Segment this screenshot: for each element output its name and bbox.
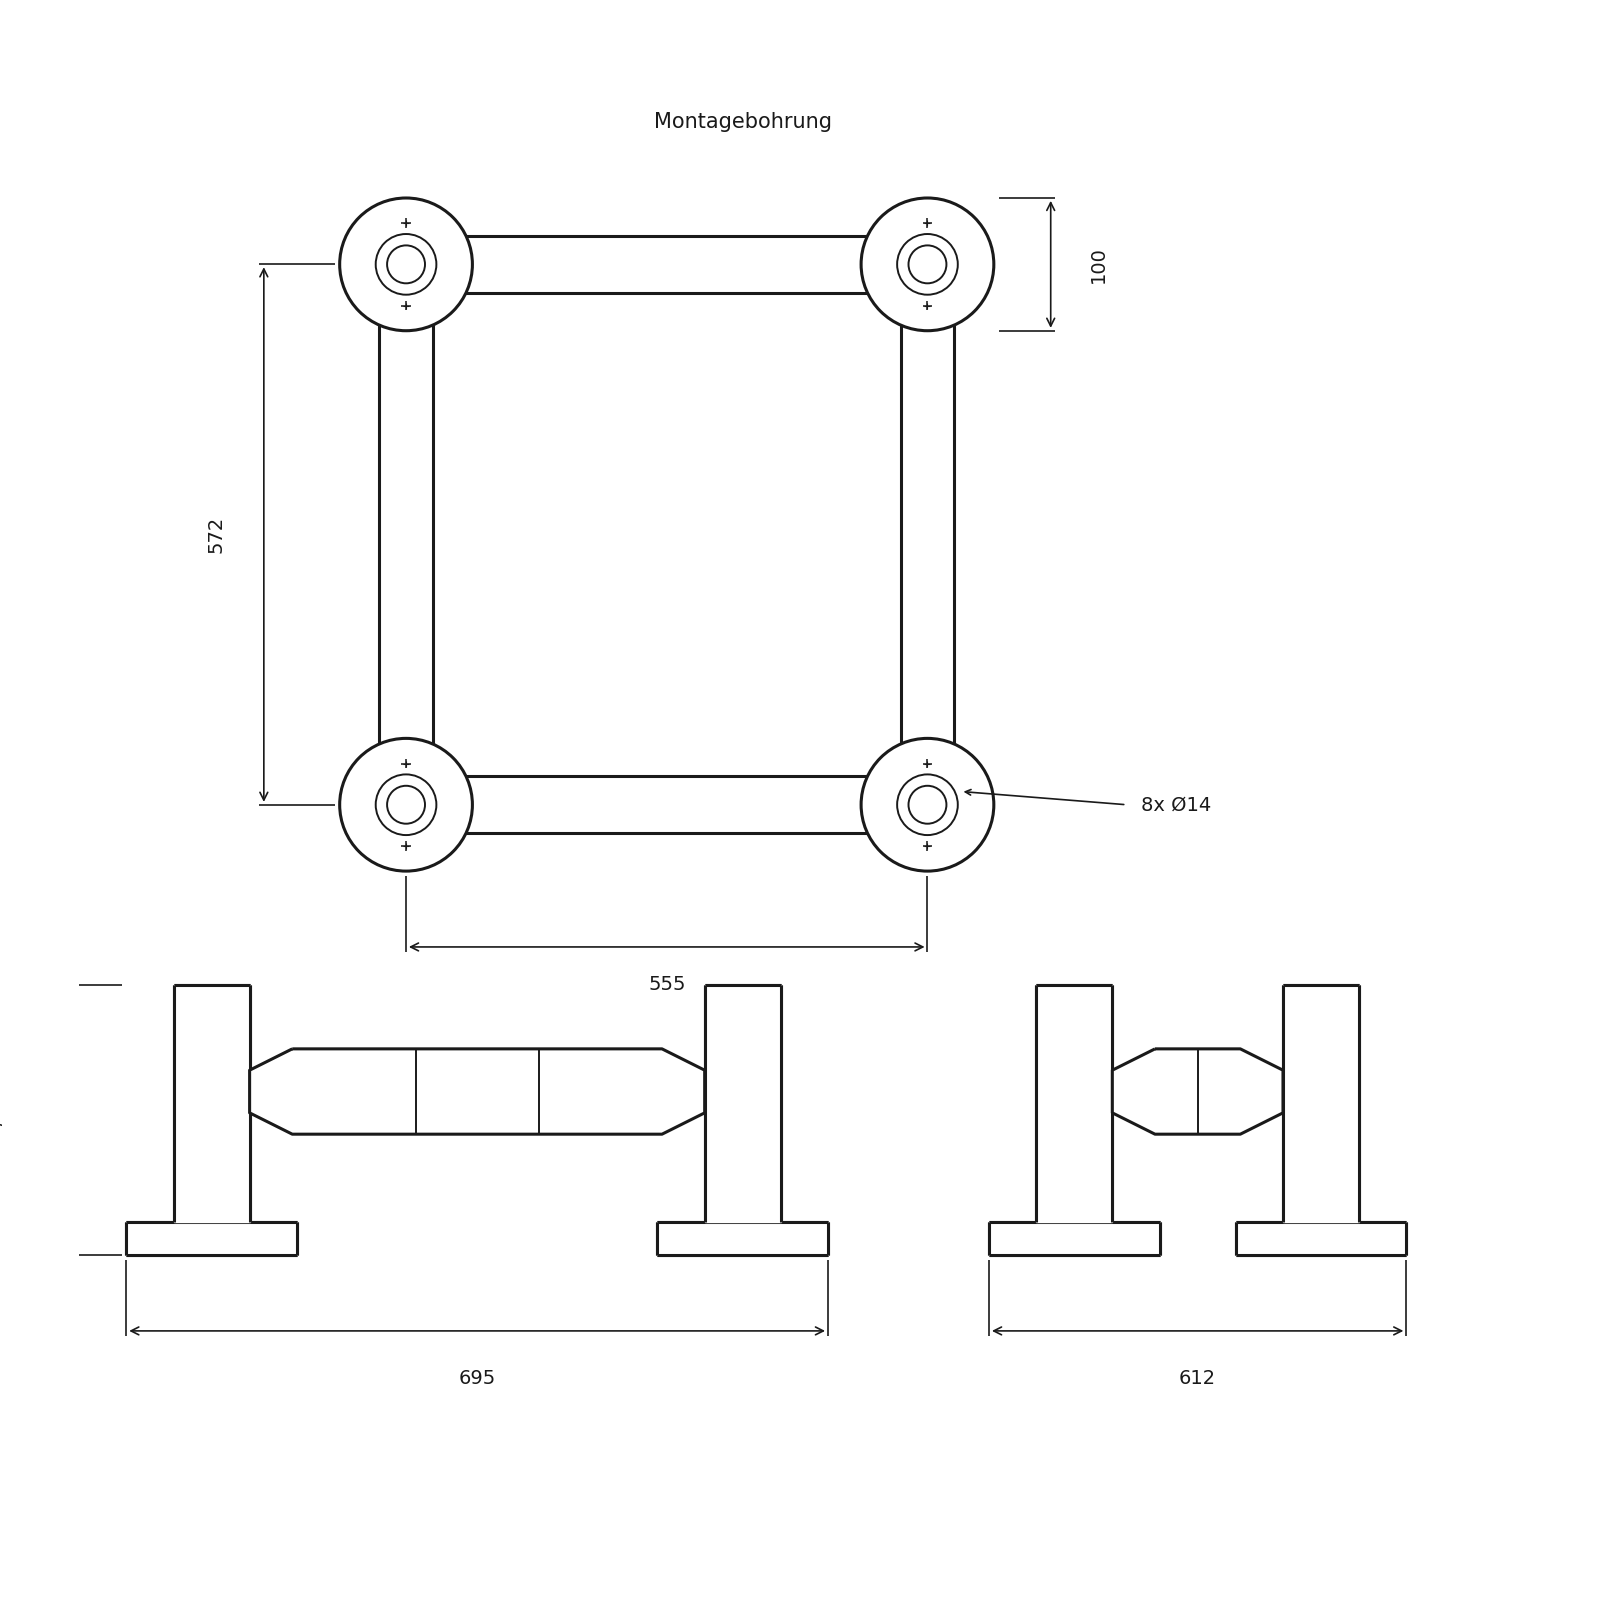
Circle shape [898, 234, 958, 294]
Bar [658, 1222, 827, 1254]
Circle shape [387, 786, 426, 824]
Text: 572: 572 [206, 515, 226, 554]
Bar [126, 1222, 298, 1254]
Polygon shape [250, 1050, 704, 1134]
Polygon shape [1112, 1050, 1283, 1134]
Bar [704, 986, 781, 1222]
Circle shape [339, 738, 472, 870]
Bar [989, 1222, 1160, 1254]
Circle shape [339, 198, 472, 331]
Circle shape [376, 234, 437, 294]
Text: Montagebohrung: Montagebohrung [653, 112, 832, 133]
Text: 100: 100 [1088, 246, 1107, 283]
Circle shape [861, 738, 994, 870]
Bar [406, 235, 928, 293]
Bar [1283, 986, 1358, 1222]
Circle shape [909, 786, 947, 824]
Bar [901, 264, 954, 805]
Text: 8x Ø14: 8x Ø14 [1141, 795, 1211, 814]
Circle shape [861, 198, 994, 331]
Text: 555: 555 [648, 976, 685, 994]
Bar [1037, 986, 1112, 1222]
Text: 695: 695 [459, 1370, 496, 1387]
Circle shape [909, 245, 947, 283]
Bar [406, 776, 928, 834]
Bar [1235, 1222, 1406, 1254]
Bar [379, 264, 432, 805]
Circle shape [387, 245, 426, 283]
Text: 300/600: 300/600 [0, 1080, 3, 1160]
Circle shape [898, 774, 958, 835]
Text: 612: 612 [1179, 1370, 1216, 1387]
Circle shape [376, 774, 437, 835]
Bar [174, 986, 250, 1222]
